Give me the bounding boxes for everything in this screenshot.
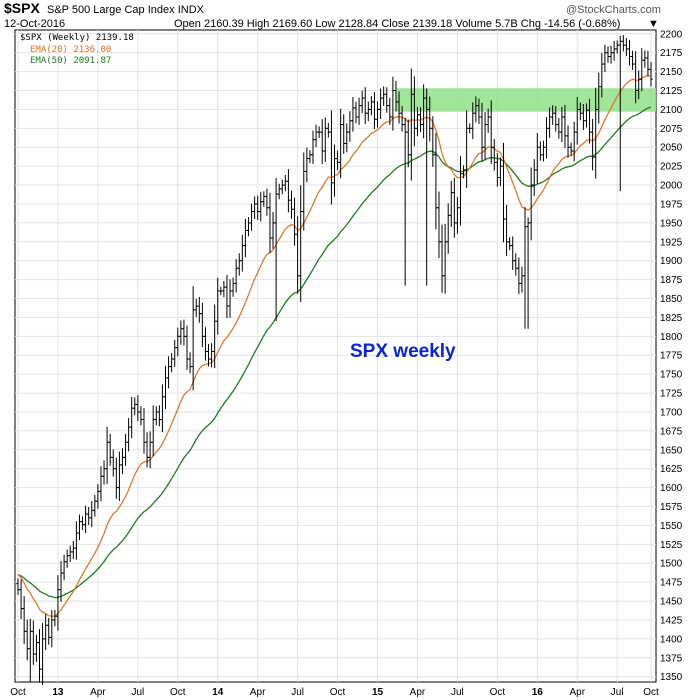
y-tick-label: 1650 xyxy=(660,445,683,456)
plot-area xyxy=(14,29,657,685)
y-tick-label: 1975 xyxy=(660,199,683,210)
y-tick-label: 1550 xyxy=(660,521,683,532)
legend: $SPX (Weekly) 2139.18 EMA(20) 2136.00 EM… xyxy=(20,33,134,66)
y-tick-label: 1750 xyxy=(660,370,683,381)
y-tick-label: 2100 xyxy=(660,105,683,116)
change-down-icon: ▼ xyxy=(648,18,659,30)
chart-date: 12-Oct-2016 xyxy=(4,18,65,30)
y-tick-label: 2150 xyxy=(660,67,683,78)
y-tick-label: 1575 xyxy=(660,502,683,513)
y-tick-label: 1350 xyxy=(660,672,683,683)
plot-frame xyxy=(14,29,657,683)
resistance-zone xyxy=(395,88,656,112)
y-tick-label: 1775 xyxy=(660,351,683,362)
y-tick-label: 1450 xyxy=(660,597,683,608)
instrument-name: S&P 500 Large Cap Index INDX xyxy=(47,4,205,16)
instrument-full-name: S&P 500 Large Cap Index xyxy=(47,4,175,16)
legend-ema20: EMA(20) 2136.00 xyxy=(30,45,111,55)
y-tick-label: 2025 xyxy=(660,162,683,173)
x-tick-label: Apr xyxy=(410,687,426,698)
x-tick-label: Oct xyxy=(10,687,26,698)
symbol-title: $SPX xyxy=(4,0,40,16)
y-tick-label: 2050 xyxy=(660,143,683,154)
x-tick-label: Jul xyxy=(451,687,464,698)
y-tick-label: 1475 xyxy=(660,578,683,589)
x-tick-label: 14 xyxy=(212,687,224,698)
legend-price: $SPX (Weekly) 2139.18 xyxy=(20,33,134,43)
ohlc-summary: Open 2160.39 High 2169.60 Low 2128.84 Cl… xyxy=(174,18,620,30)
ohlc-bars xyxy=(16,35,653,685)
x-tick-label: Apr xyxy=(250,687,266,698)
x-tick-label: Apr xyxy=(90,687,106,698)
y-tick-label: 1425 xyxy=(660,615,683,626)
y-tick-label: 1700 xyxy=(660,407,683,418)
x-tick-label: Oct xyxy=(330,687,346,698)
y-tick-label: 1725 xyxy=(660,389,683,400)
y-tick-label: 1850 xyxy=(660,294,683,305)
y-tick-label: 1625 xyxy=(660,464,683,475)
chart-annotation: SPX weekly xyxy=(350,341,456,362)
y-tick-label: 1375 xyxy=(660,653,683,664)
y-tick-label: 1825 xyxy=(660,313,683,324)
ema50-line xyxy=(17,106,652,599)
y-tick-label: 1800 xyxy=(660,332,683,343)
x-tick-label: Jul xyxy=(131,687,144,698)
y-tick-label: 1600 xyxy=(660,483,683,494)
x-tick-label: 13 xyxy=(52,687,64,698)
y-tick-label: 2075 xyxy=(660,124,683,135)
x-tick-label: Jul xyxy=(611,687,624,698)
x-tick-label: Apr xyxy=(569,687,585,698)
brand-label: @StockCharts.com xyxy=(566,4,661,16)
y-tick-label: 1500 xyxy=(660,559,683,570)
x-tick-label: 16 xyxy=(532,687,544,698)
y-tick-label: 1900 xyxy=(660,256,683,267)
y-tick-label: 1950 xyxy=(660,218,683,229)
y-tick-label: 2125 xyxy=(660,86,683,97)
y-tick-label: 1525 xyxy=(660,540,683,551)
x-tick-label: 15 xyxy=(372,687,384,698)
y-tick-label: 2000 xyxy=(660,181,683,192)
x-tick-label: Oct xyxy=(170,687,186,698)
legend-ema50: EMA(50) 2091.87 xyxy=(30,56,111,66)
y-tick-label: 1925 xyxy=(660,237,683,248)
x-tick-label: Oct xyxy=(643,687,659,698)
exchange-code: INDX xyxy=(178,4,205,16)
y-tick-label: 1875 xyxy=(660,275,683,286)
x-tick-label: Jul xyxy=(291,687,304,698)
y-tick-label: 1400 xyxy=(660,634,683,645)
y-tick-label: 2175 xyxy=(660,48,683,59)
ohlc-bar xyxy=(649,61,653,87)
y-tick-label: 2200 xyxy=(660,29,683,40)
y-tick-label: 1675 xyxy=(660,426,683,437)
x-tick-label: Oct xyxy=(490,687,506,698)
